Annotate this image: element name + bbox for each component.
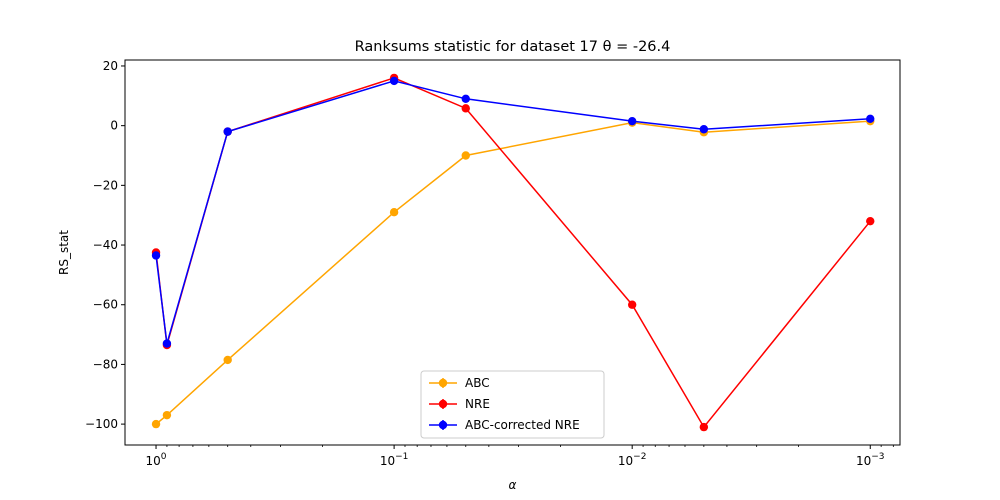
data-point [699,125,709,134]
y-tick-label: −100 [85,417,118,431]
y-tick-label: 20 [103,59,118,73]
data-point [461,104,470,113]
data-point [389,208,399,217]
data-point [389,76,399,86]
legend-item: ABC [429,376,490,390]
y-tick-label: −60 [93,298,118,312]
plot-frame [124,59,901,446]
x-tick-label: 10−3 [856,452,885,468]
legend: ABC NRE ABC-corrected NRE [420,370,605,439]
data-point [461,151,470,160]
legend-box [420,370,605,439]
legend-label: NRE [465,397,490,411]
data-point [699,422,709,432]
legend-item: ABC-corrected NRE [429,418,580,432]
data-point [151,419,161,429]
x-tick-label: 10−2 [618,452,647,468]
series-abc-corrected-nre [151,76,875,348]
legend-label: ABC-corrected NRE [465,418,580,432]
data-point [461,94,470,103]
data-point [627,116,637,126]
legend-item: NRE [429,397,490,411]
data-point [866,216,875,226]
x-tick-label: 10−1 [380,452,409,468]
data-point [162,410,172,420]
data-point [162,339,172,348]
data-point [151,251,161,260]
y-tick-label: −80 [93,357,118,371]
data-point [223,127,232,136]
legend-marker [438,420,448,430]
data-point [223,355,232,365]
data-point [866,114,875,123]
y-tick-label: −20 [93,178,118,192]
chart-title: Ranksums statistic for dataset 17 θ = -2… [355,39,671,55]
series-line [155,80,871,344]
y-tick-label: 0 [110,119,118,133]
x-axis-label: α [509,478,517,492]
legend-label: ABC [465,376,490,390]
series-line [155,120,871,425]
legend-marker [438,378,448,388]
data-point [627,300,637,309]
plot-series [151,73,875,432]
y-tick-label: −40 [93,238,118,252]
legend-marker [438,399,448,409]
x-axis: 100 10−1 10−2 10−3 [146,445,894,468]
y-axis: 20 0 −20 −40 −60 −80 −100 [85,59,125,431]
y-axis-label: RS_stat [57,230,71,275]
x-tick-label: 100 [146,452,167,468]
